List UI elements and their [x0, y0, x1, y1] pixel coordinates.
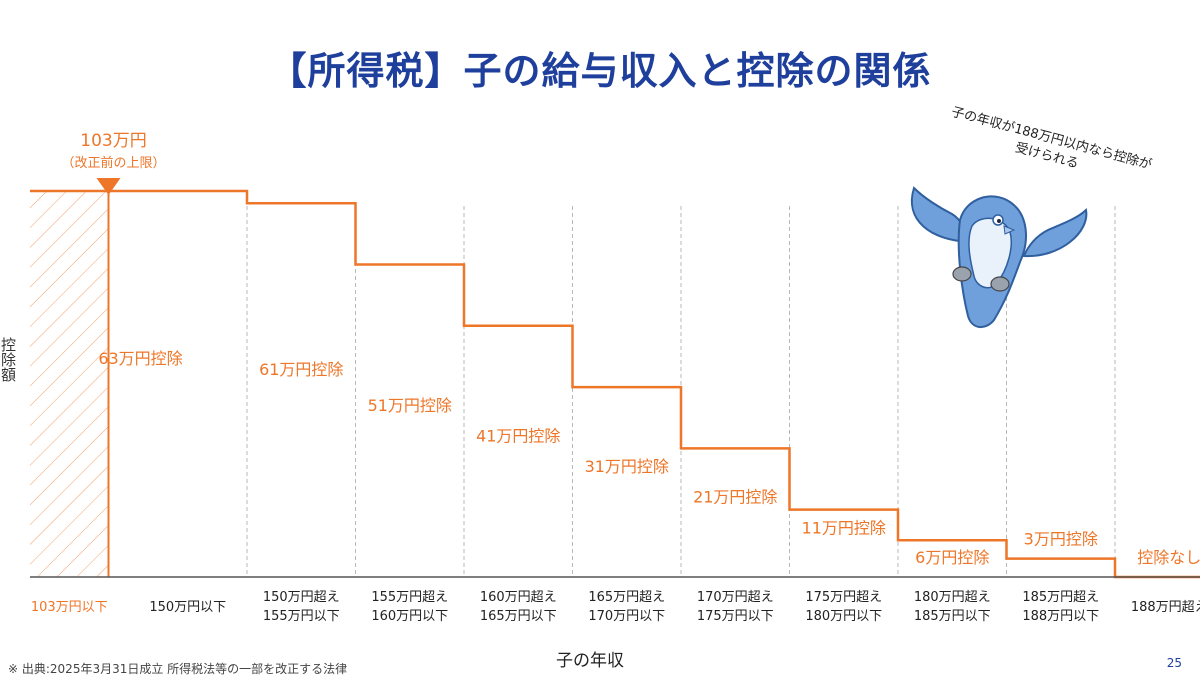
limit-marker-label: 103万円: [80, 131, 146, 151]
x-tick-label: 188万円以下: [1022, 609, 1099, 624]
x-tick-label: 185万円以下: [914, 609, 991, 624]
value-label: 41万円控除: [476, 426, 560, 445]
deduction-step-line: [30, 189, 1200, 579]
y-axis-label: 控除額: [0, 337, 17, 382]
value-label: 63万円控除: [98, 349, 182, 368]
x-tick-label: 150万円以下: [149, 600, 226, 615]
x-tick-label: 155万円超え: [371, 590, 448, 605]
value-label: 21万円控除: [693, 488, 777, 507]
x-tick-label: 185万円超え: [1022, 590, 1099, 605]
x-tick-label: 170万円以下: [588, 609, 665, 624]
limit-marker-triangle: [96, 178, 121, 195]
slide-title: 【所得税】子の給与収入と控除の関係: [268, 49, 932, 93]
value-label: 控除なし: [1137, 548, 1200, 567]
x-tick-label: 175万円超え: [805, 590, 882, 605]
x-tick-label: 155万円以下: [263, 609, 340, 624]
hatched-pre-reform-area: [30, 191, 109, 577]
x-tick-label: 180万円以下: [805, 609, 882, 624]
page-number: 25: [1166, 656, 1182, 670]
value-label: 51万円控除: [368, 396, 452, 415]
x-tick-label: 150万円超え: [263, 590, 340, 605]
x-tick-label: 160万円超え: [480, 590, 557, 605]
x-tick-label: 165万円超え: [588, 590, 665, 605]
value-label: 31万円控除: [585, 457, 669, 476]
x-axis-label: 子の年収: [556, 651, 624, 671]
x-tick-label: 180万円超え: [914, 590, 991, 605]
limit-marker-sublabel: （改正前の上限）: [61, 155, 165, 171]
x-tick-label: 170万円超え: [697, 590, 774, 605]
value-label: 61万円控除: [259, 360, 343, 379]
source-footnote: ※ 出典:2025年3月31日成立 所得税法等の一部を改正する法律: [8, 662, 348, 676]
x-tick-label: 165万円以下: [480, 609, 557, 624]
x-tick-label: 103万円以下: [31, 600, 108, 615]
x-tick-label: 160万円以下: [371, 609, 448, 624]
x-tick-label: 175万円以下: [697, 609, 774, 624]
value-label: 6万円控除: [915, 548, 989, 567]
x-tick-label: 188万円超え: [1131, 600, 1200, 615]
bird-mascot-illustration: [910, 186, 1088, 328]
value-label: 3万円控除: [1024, 530, 1098, 549]
value-label: 11万円控除: [802, 518, 886, 537]
